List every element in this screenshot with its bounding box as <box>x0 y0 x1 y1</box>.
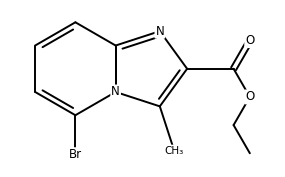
Text: O: O <box>245 34 255 47</box>
Text: O: O <box>245 90 255 103</box>
Text: N: N <box>111 85 120 98</box>
Text: CH₃: CH₃ <box>164 145 184 156</box>
Text: Br: Br <box>69 148 82 161</box>
Text: N: N <box>155 25 164 38</box>
